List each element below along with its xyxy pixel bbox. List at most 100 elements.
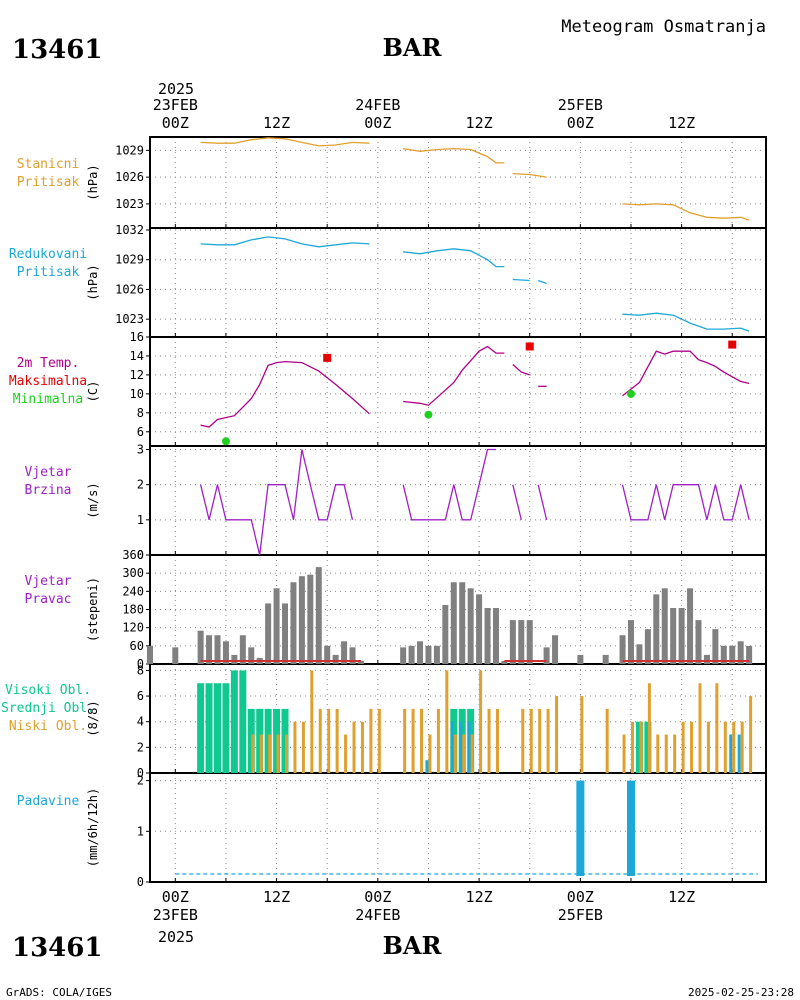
wind-dir-bar bbox=[231, 654, 238, 664]
panel-4: 0 1 2 3 (m/s) Vjetar Brzina bbox=[25, 443, 767, 562]
hour-label-top: 12Z bbox=[263, 114, 290, 132]
panel-label-2: Pritisak bbox=[17, 265, 80, 280]
wind-dir-bar bbox=[248, 647, 255, 664]
y-tick-label: 2 bbox=[137, 478, 144, 492]
wind-dir-bar bbox=[214, 635, 221, 664]
y-tick-label: 4 bbox=[137, 715, 144, 729]
wind-dir-bar bbox=[459, 582, 466, 664]
wind-dir-bar bbox=[324, 645, 331, 664]
cloud-bar-low bbox=[301, 721, 305, 773]
wind-dir-bar bbox=[602, 654, 609, 664]
year-label-top: 2025 bbox=[158, 80, 194, 98]
wind-dir-bar bbox=[509, 620, 516, 664]
cloud-bar-low bbox=[546, 708, 550, 773]
cloud-bar-low bbox=[403, 708, 407, 773]
station-pressure-line bbox=[512, 172, 547, 178]
footer-timestamp: 2025-02-25-23:28 bbox=[688, 986, 794, 999]
wind-dir-bar bbox=[298, 576, 305, 664]
y-tick-label: 360 bbox=[122, 548, 144, 562]
panels: 102310261029(hPa)StanicniPritisak1023102… bbox=[1, 136, 767, 889]
wind-speed-line bbox=[621, 484, 750, 521]
panel-label-3: Minimalna bbox=[13, 392, 83, 407]
cloud-bar-low bbox=[420, 708, 424, 773]
hour-label-bottom: 00Z bbox=[567, 888, 594, 906]
wind-dir-bar bbox=[357, 660, 364, 664]
cloud-bar-low bbox=[690, 721, 694, 773]
wind-speed-line bbox=[199, 449, 354, 556]
cloud-bar-high bbox=[230, 670, 238, 773]
credit-text: GrADS: COLA/IGES bbox=[6, 986, 112, 999]
y-tick-label: 8 bbox=[137, 406, 144, 420]
y-tick-label: 1029 bbox=[115, 253, 144, 267]
wind-dir-bar bbox=[450, 582, 457, 664]
cloud-bar-low bbox=[656, 734, 660, 773]
y-tick-label: 0 bbox=[137, 548, 144, 562]
panel-label-1: 2m Temp. bbox=[17, 356, 80, 371]
panel-frame bbox=[149, 227, 767, 338]
reduced-pressure-line bbox=[622, 312, 750, 332]
cloud-bar-low bbox=[487, 708, 491, 773]
cloud-bar-low bbox=[681, 721, 685, 773]
panel-label-2: Pritisak bbox=[17, 175, 80, 190]
panel-label-1: Vjetar bbox=[25, 574, 72, 589]
cloud-bar-low bbox=[479, 670, 483, 773]
cloud-bar-mid bbox=[450, 721, 454, 773]
tmin-marker bbox=[424, 410, 433, 419]
wind-dir-bar bbox=[687, 588, 694, 664]
hour-label-top: 12Z bbox=[668, 114, 695, 132]
cloud-bar-low bbox=[706, 721, 710, 773]
station-pressure-line bbox=[622, 203, 750, 221]
cloud-bar-low bbox=[698, 683, 702, 773]
cloud-bar-low bbox=[428, 734, 432, 773]
panel-3: 6 8 10 12 14 16 (C) 2m Temp. Maksimalna Minimalna bbox=[9, 330, 767, 447]
panel-unit-label: (stepeni) bbox=[86, 577, 100, 642]
cloud-bar-low bbox=[521, 708, 525, 773]
wind-dir-bar bbox=[484, 607, 491, 664]
hour-label-top: 12Z bbox=[466, 114, 493, 132]
y-tick-label: 1023 bbox=[115, 312, 144, 326]
wind-dir-bar bbox=[729, 645, 736, 664]
cloud-bar-low bbox=[352, 721, 356, 773]
y-tick-label: 1023 bbox=[115, 197, 144, 211]
hour-label-bottom: 00Z bbox=[364, 888, 391, 906]
year-label-bottom: 2025 bbox=[158, 928, 194, 946]
wind-dir-bar bbox=[501, 660, 508, 664]
wind-dir-bar bbox=[552, 635, 559, 664]
wind-dir-bar bbox=[518, 620, 525, 664]
cloud-bar-low bbox=[344, 734, 348, 773]
wind-dir-bar bbox=[644, 629, 651, 664]
wind-dir-bar bbox=[720, 645, 727, 664]
hour-label-bottom: 12Z bbox=[263, 888, 290, 906]
wind-dir-bar bbox=[273, 588, 280, 664]
precip-bar bbox=[626, 780, 635, 876]
panel-frame bbox=[149, 772, 767, 883]
wind-dir-bar bbox=[467, 588, 474, 664]
panel-unit-label: (8/8) bbox=[86, 700, 100, 736]
cloud-bar-mid bbox=[729, 734, 733, 773]
y-tick-label: 0 bbox=[137, 766, 144, 780]
temp-line bbox=[512, 364, 530, 376]
temp-line bbox=[200, 360, 370, 428]
cloud-bar-low bbox=[673, 734, 677, 773]
cloud-bar-low bbox=[732, 721, 736, 773]
cloud-bar-low bbox=[445, 670, 449, 773]
cloud-bar-low bbox=[470, 734, 474, 773]
panel-label-1: Stanicni bbox=[17, 157, 80, 172]
panel-unit-label: (m/s) bbox=[86, 482, 100, 518]
station-pressure-line bbox=[200, 137, 370, 147]
wind-dir-bar bbox=[349, 647, 356, 664]
wind-dir-bar bbox=[433, 645, 440, 664]
cloud-bar-low bbox=[360, 721, 364, 773]
temp-line bbox=[403, 345, 505, 406]
cloud-bar-low bbox=[580, 696, 584, 773]
tmin-marker bbox=[221, 437, 230, 446]
cloud-bar-low bbox=[529, 708, 533, 773]
wind-dir-bar bbox=[417, 641, 424, 664]
cloud-bar-high bbox=[197, 683, 205, 773]
panel-label-3: Niski Obl. bbox=[9, 719, 87, 734]
y-tick-label: 2 bbox=[137, 740, 144, 754]
cloud-bar-high bbox=[205, 683, 213, 773]
day-label-top: 25FEB bbox=[558, 96, 603, 114]
cloud-bar-low bbox=[318, 708, 322, 773]
